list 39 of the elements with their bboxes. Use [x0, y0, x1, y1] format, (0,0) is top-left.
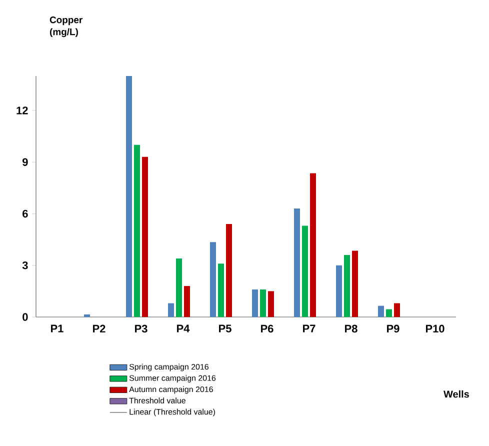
bar — [142, 156, 148, 317]
bar — [260, 289, 266, 317]
x-tick-label: P3 — [135, 324, 148, 333]
bar — [84, 314, 90, 317]
bar — [336, 265, 342, 317]
bar — [218, 264, 224, 317]
y-tick-label: 0 — [22, 313, 28, 321]
y-tick-label: 6 — [22, 210, 28, 218]
bar — [394, 303, 400, 317]
x-tick-label: P6 — [261, 324, 274, 333]
bar — [302, 226, 308, 317]
x-tick-label: P10 — [426, 324, 444, 333]
bar — [126, 76, 132, 317]
x-tick-label: P5 — [219, 324, 232, 332]
x-tick-label: P4 — [177, 324, 190, 332]
bar — [386, 309, 392, 317]
x-tick-label: P1 — [51, 324, 64, 332]
y-tick-label: 12 — [16, 106, 28, 114]
y-tick-label: 3 — [22, 261, 28, 270]
x-tick-label: P9 — [387, 324, 400, 333]
x-tick-label: P8 — [345, 324, 358, 333]
bar — [176, 258, 182, 317]
text: Wells — [444, 390, 469, 398]
x-tick-label: P7 — [303, 324, 316, 332]
bar — [294, 208, 300, 317]
bar — [268, 291, 274, 317]
bar — [226, 224, 232, 317]
y-tick-label: 9 — [22, 158, 28, 166]
bar — [252, 289, 258, 317]
bar — [210, 242, 216, 317]
bar — [352, 250, 358, 317]
bar — [344, 255, 350, 317]
bar — [378, 306, 384, 317]
bar — [168, 303, 174, 317]
x-tick-label: P2 — [93, 324, 106, 332]
y-axis-title: Copper (mg/L) — [50, 16, 83, 38]
bar — [184, 286, 190, 317]
bar — [310, 173, 316, 317]
bar — [134, 144, 140, 317]
